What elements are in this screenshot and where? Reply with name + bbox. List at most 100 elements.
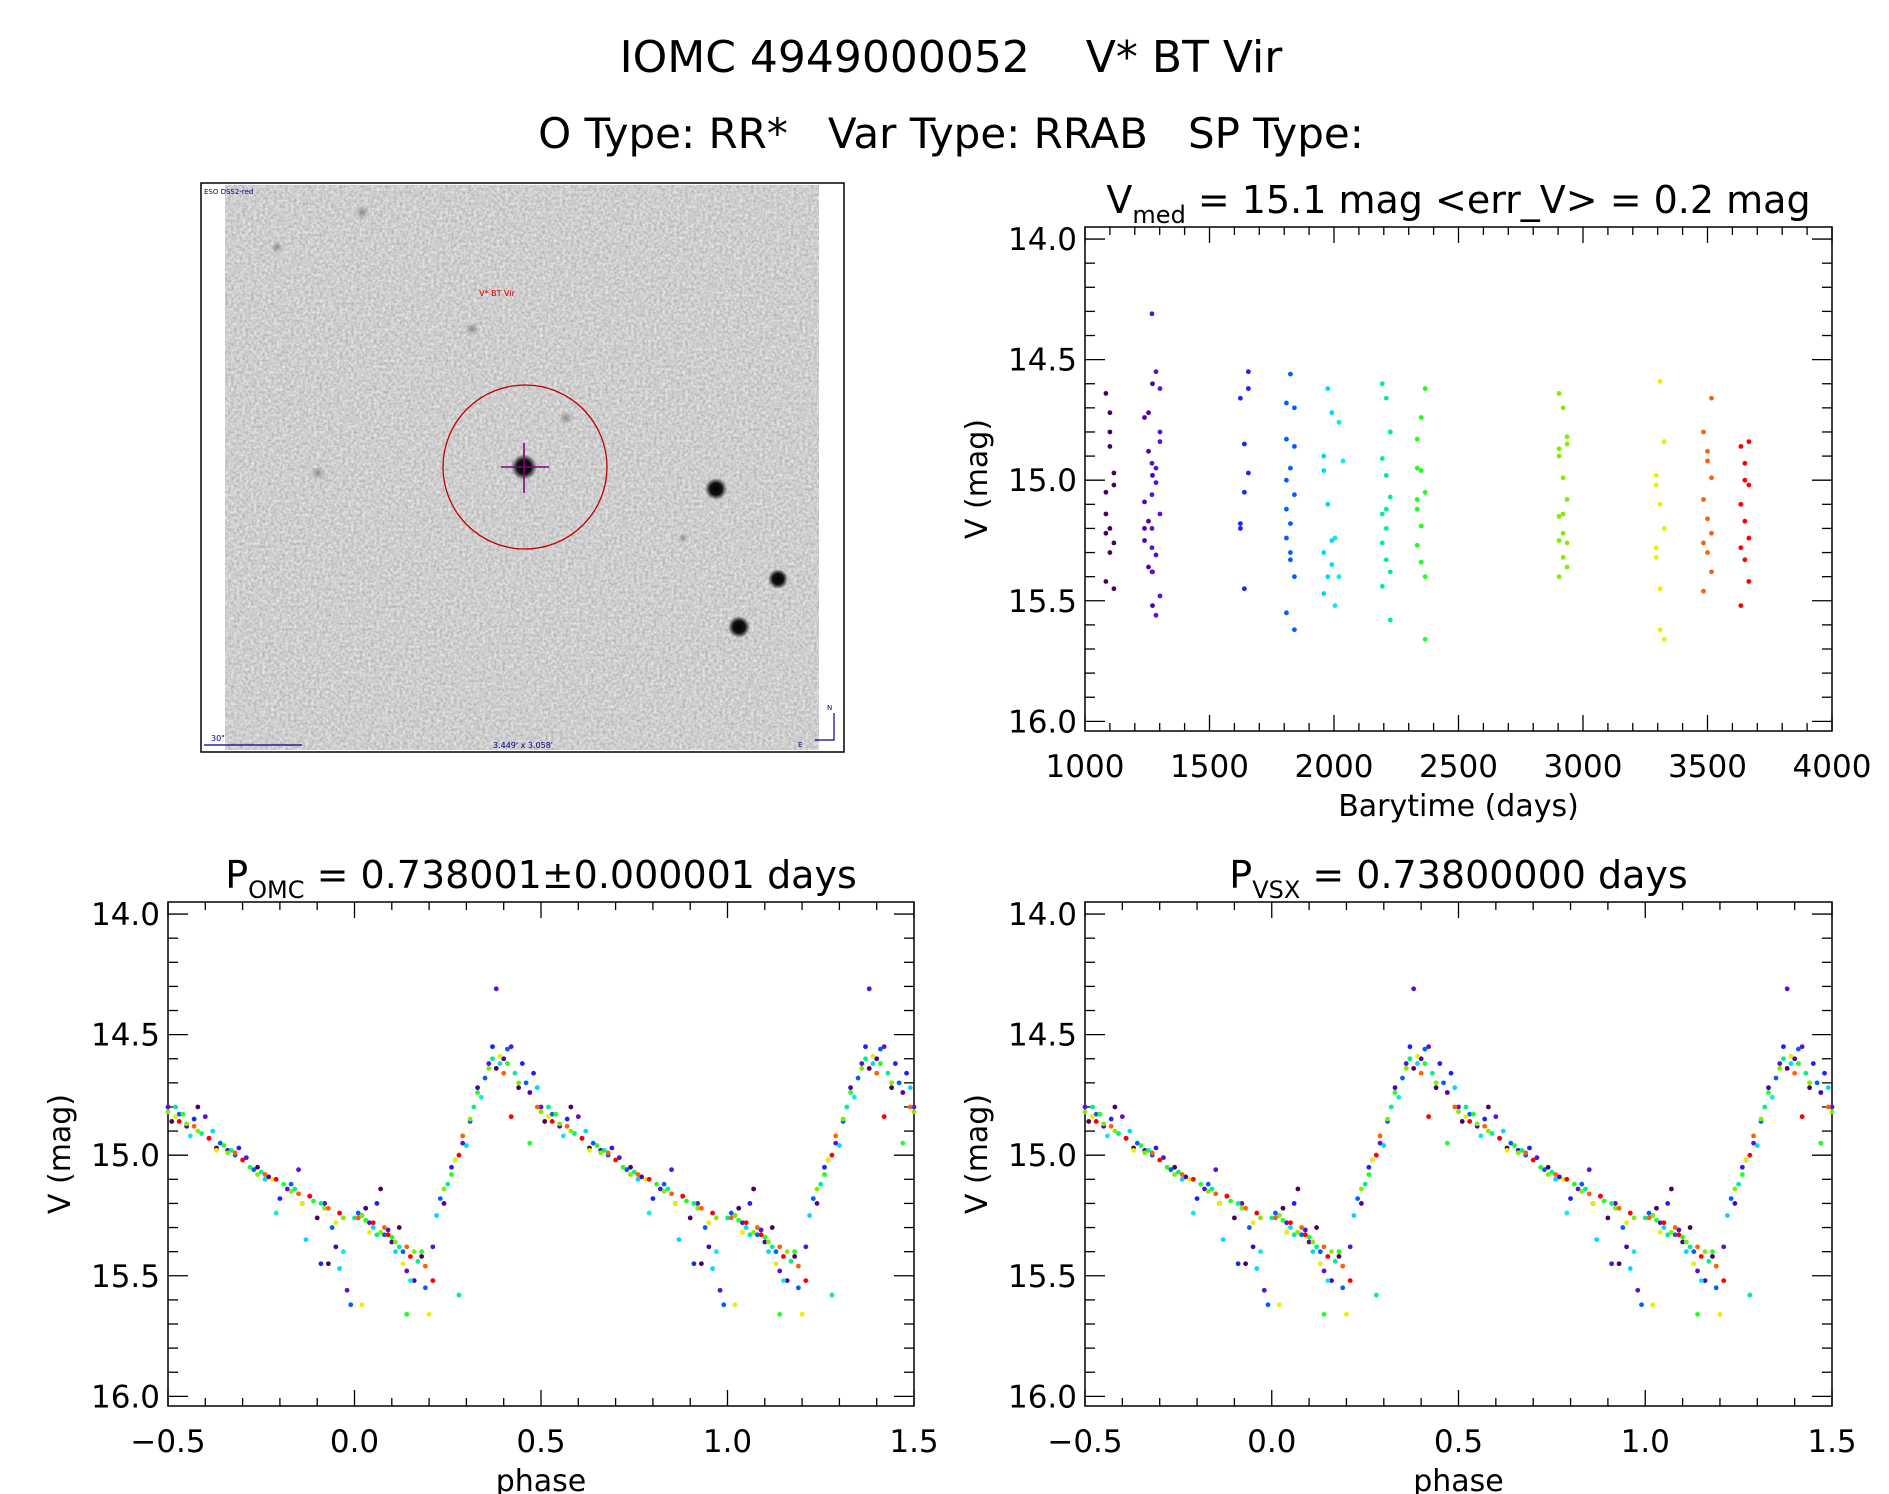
data-point [325,1205,331,1211]
data-point [1556,574,1562,580]
data-point [422,1285,428,1291]
data-point [713,1249,719,1255]
data-point [1742,477,1748,483]
data-point [1387,617,1393,623]
data-point [1668,1186,1674,1192]
data-point [240,1157,246,1163]
data-point [1377,1140,1383,1146]
data-point [1112,1128,1118,1134]
data-point [1383,395,1389,401]
data-point [1653,554,1659,560]
data-point [534,1085,540,1091]
data-point [363,1205,369,1211]
data-point [1788,1053,1794,1059]
data-point [1292,627,1297,633]
x-tick-label: 3000 [1544,749,1623,785]
data-points [165,986,917,1317]
data-point [676,1237,682,1243]
data-point [1482,1116,1488,1122]
data-point [173,1114,178,1120]
data-point [680,1193,686,1199]
data-point [881,1044,887,1050]
data-point [441,1201,447,1206]
data-point [1732,1201,1738,1206]
data-point [553,1111,559,1117]
data-point [1754,1143,1760,1148]
data-point [1705,448,1710,454]
x-tick-label: 4000 [1793,749,1872,785]
data-point [795,1285,801,1291]
data-point [243,1155,249,1161]
data-point [732,1213,738,1218]
data-point [1111,470,1117,476]
data-point [1142,526,1147,531]
data-point [564,1116,570,1122]
data-point [1624,1220,1629,1226]
data-point [1392,1085,1398,1091]
data-point [1366,1164,1372,1170]
title-symbol: P [225,853,248,897]
data-point [1792,1056,1798,1062]
data-point [214,1147,219,1153]
data-point [1493,1114,1499,1120]
data-point [1090,1114,1095,1120]
data-point [1709,530,1714,536]
data-point [408,1254,413,1259]
faint-star [559,411,573,425]
data-point [1245,386,1251,391]
data-point [277,1196,283,1202]
data-point [769,1244,775,1250]
data-point [710,1266,715,1271]
data-point [605,1150,611,1156]
data-point [624,1167,630,1173]
data-point [348,1302,354,1308]
data-point [359,1302,365,1308]
data-point [1217,1201,1222,1206]
y-tick-label: 15.5 [1008,1259,1077,1295]
data-point [225,1150,231,1156]
field-star [768,569,788,589]
data-point [396,1244,402,1250]
data-point [1701,497,1706,502]
data-point [1456,1109,1461,1115]
data-point [437,1196,443,1202]
data-point [1403,1061,1409,1066]
data-point [1288,371,1293,377]
data-point [187,1133,193,1139]
data-point [1639,1302,1644,1308]
data-point [661,1188,667,1194]
data-point [773,1261,779,1267]
data-point [766,1239,771,1245]
data-point [1657,501,1663,507]
data-point [1560,475,1566,481]
data-point [1701,540,1706,546]
data-point [1295,1229,1301,1235]
data-point [754,1225,760,1230]
data-point [381,1225,387,1230]
data-point [1111,586,1117,592]
data-point [232,1150,238,1156]
data-point [1530,1157,1536,1163]
data-point [176,1111,182,1117]
data-point [1314,1225,1319,1230]
data-point [1769,1094,1775,1100]
compass-north: N [827,704,832,712]
data-point [1332,535,1338,541]
data-point [445,1181,451,1187]
data-point [672,1201,678,1206]
data-point [1795,1046,1801,1052]
data-point [1245,470,1251,476]
data-point [176,1119,182,1124]
data-point [732,1302,738,1308]
data-point [210,1128,216,1134]
data-point [1746,535,1752,541]
data-point [1553,1172,1559,1177]
data-point [1103,489,1109,495]
data-point [777,1311,783,1317]
data-point [1107,410,1113,416]
data-point [1411,986,1417,992]
data-point [1504,1147,1510,1153]
data-point [1153,552,1159,558]
data-point [1527,1145,1532,1151]
data-point [1239,1201,1245,1206]
